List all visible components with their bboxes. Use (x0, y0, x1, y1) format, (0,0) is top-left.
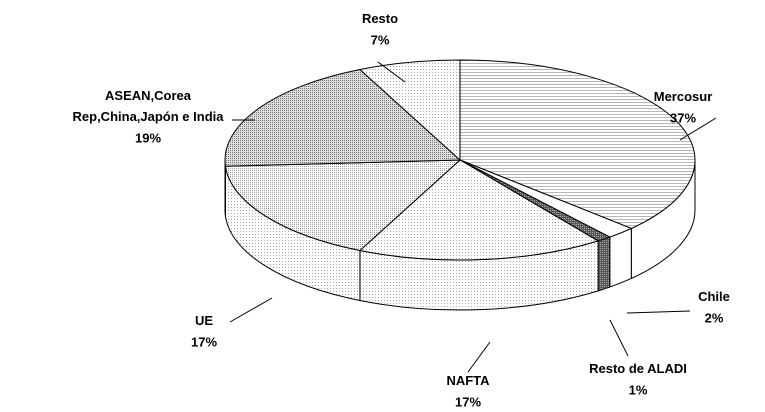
label-line: Rep,China,Japón e India (73, 109, 225, 124)
data-label-value: 1% (629, 382, 648, 397)
slice-side (597, 236, 611, 292)
data-label-value: 2% (705, 310, 724, 325)
label-line: Chile (698, 289, 730, 304)
slice-side (609, 227, 632, 288)
data-label-name: NAFTA (446, 373, 490, 388)
label-line: Resto (362, 11, 398, 26)
data-label-name: Chile (698, 289, 730, 304)
label-line: Mercosur (654, 89, 713, 104)
leader-line (229, 297, 273, 323)
data-label-name: Resto (362, 11, 398, 26)
data-label-value: 17% (455, 394, 481, 409)
leader-line (377, 61, 406, 83)
data-label-value: 17% (191, 334, 217, 349)
leader-line (626, 310, 691, 314)
data-label-name: ASEAN,Corea Rep,China,Japón e India (73, 88, 225, 124)
label-line: UE (195, 313, 213, 328)
slice (358, 59, 461, 162)
slice (459, 59, 696, 229)
leader-line (467, 341, 491, 373)
slice (224, 159, 462, 252)
data-label-value: 19% (135, 130, 161, 145)
data-label-value: 7% (371, 32, 390, 47)
label-line: ASEAN,Corea (105, 88, 192, 103)
leader-line (609, 319, 629, 357)
leader-line (679, 117, 717, 141)
slice (224, 68, 462, 167)
label-line: Resto de ALADI (589, 361, 687, 376)
data-label-name: UE (195, 313, 213, 328)
data-label-value: 37% (670, 110, 696, 125)
data-label-name: Mercosur (654, 89, 713, 104)
slice (358, 159, 600, 261)
data-label-name: Resto de ALADI (589, 361, 687, 376)
label-line: NAFTA (446, 373, 490, 388)
